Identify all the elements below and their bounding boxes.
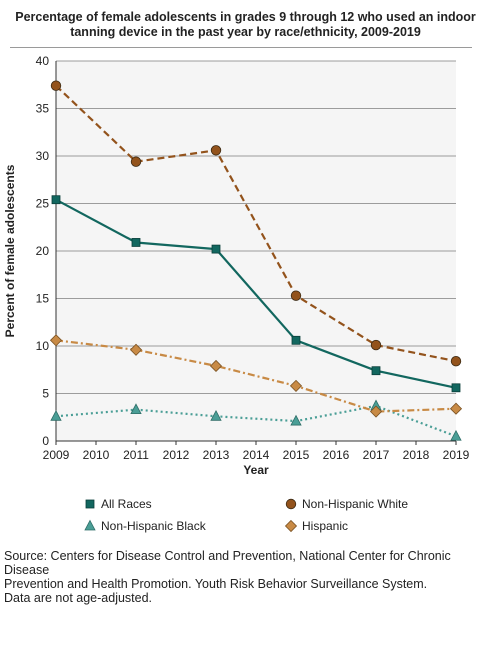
data-point-all-races [211,244,221,254]
y-tick-label: 35 [36,102,50,116]
series-group [49,80,463,441]
grid-lines [56,60,456,394]
legend-item-hispanic: Hispanic [284,519,348,533]
y-tick-label: 0 [42,434,49,448]
axes: 0 5 10 15 20 25 30 35 40 2009 2010 2011 2012 2013 2014… [36,54,470,462]
source-line: Prevention and Health Promotion. Youth R… [4,577,428,591]
y-tick-label: 15 [36,292,50,306]
y-tick-label: 20 [36,244,50,258]
chart-title: Percentage of female adolescents in grad… [15,10,476,39]
data-point-non-hispanic-white [130,156,142,167]
data-point-non-hispanic-black [450,429,462,441]
x-tick-label: 2016 [323,448,350,462]
source-line: Source: Centers for Disease Control and … [4,549,451,577]
data-point-non-hispanic-white [450,356,462,367]
source-note: Source: Centers for Disease Control and … [4,549,488,605]
data-point-all-races [291,335,301,345]
series-non-hispanic-white [50,80,462,367]
data-point-non-hispanic-black [50,409,62,421]
data-point-non-hispanic-white [50,80,62,91]
x-tick-label: 2012 [163,448,190,462]
data-point-all-races [131,238,141,247]
data-point-non-hispanic-white [290,290,302,301]
legend-label-non-hispanic-white: Non-Hispanic White [302,497,408,511]
data-point-all-races [51,195,61,205]
legend-swatch-hispanic [284,519,298,533]
legend-swatch-non-hispanic-white [285,498,297,510]
x-tick-label: 2011 [123,448,149,462]
data-point-hispanic [449,402,463,415]
data-point-hispanic [369,405,383,418]
data-point-non-hispanic-white [210,145,222,156]
data-point-hispanic [49,334,63,347]
y-tick-label: 30 [36,149,50,163]
x-tick-label: 2009 [43,448,70,462]
x-tick-label: 2013 [203,448,230,462]
legend-item-non-hispanic-black: Non-Hispanic Black [84,519,207,533]
legend-item-all-races: All Races [85,497,152,511]
legend-label-non-hispanic-black: Non-Hispanic Black [101,519,207,533]
data-point-all-races [371,366,381,376]
series-line-non-hispanic-white [55,84,457,363]
x-tick-label: 2018 [403,448,430,462]
series-line-all-races [55,198,457,389]
x-tick-label: 2017 [363,448,390,462]
data-point-hispanic [209,359,223,373]
data-point-non-hispanic-black [210,409,222,421]
data-point-non-hispanic-white [370,339,382,351]
data-point-hispanic [289,379,303,392]
data-point-non-hispanic-black [290,414,302,426]
legend-label-all-races: All Races [101,497,152,511]
y-tick-label: 5 [42,387,49,401]
x-tick-label: 2010 [83,448,110,462]
data-point-non-hispanic-black [130,403,142,415]
x-tick-label: 2015 [283,448,310,462]
legend-swatch-non-hispanic-black [84,519,96,531]
x-tick-label: 2014 [243,448,270,462]
source-line: Data are not age-adjusted. [4,591,153,605]
y-tick-label: 40 [36,54,50,68]
series-line-non-hispanic-black [55,404,457,438]
x-tick-label: 2019 [443,448,470,462]
y-tick-label: 25 [36,197,50,211]
x-axis-label: Year [243,463,269,477]
legend: All Races Non-Hispanic White Non-Hispanic … [84,497,408,533]
y-axis-label: Percent of female adolescents [3,164,17,337]
series-non-hispanic-black [50,399,462,441]
legend-label-hispanic: Hispanic [302,519,348,533]
line-chart: 0 5 10 15 20 25 30 35 40 2009 2010 2011 2012 2013 2014… [3,54,470,533]
series-line-hispanic [55,339,457,413]
legend-item-non-hispanic-white: Non-Hispanic White [285,497,408,511]
series-all-races [51,195,461,393]
data-point-all-races [451,383,461,393]
title-divider [10,47,472,48]
series-hispanic [49,334,463,418]
data-point-hispanic [129,343,143,356]
y-tick-label: 10 [36,339,50,353]
legend-swatch-all-races [85,499,95,509]
